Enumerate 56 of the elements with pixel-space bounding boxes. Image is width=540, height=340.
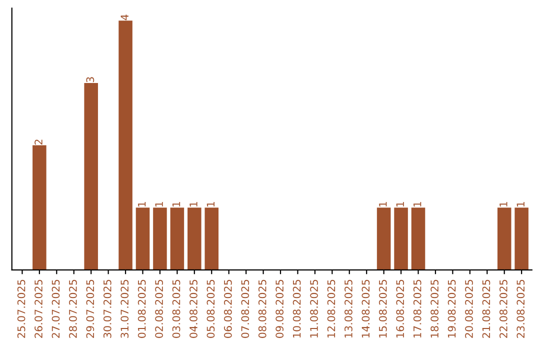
x-tick-label: 08.08.2025 bbox=[258, 280, 266, 338]
x-tick-label: 01.08.2025 bbox=[138, 280, 146, 338]
data-label: 2 bbox=[34, 140, 42, 145]
data-label: 1 bbox=[414, 202, 422, 206]
bar bbox=[32, 145, 46, 270]
x-tick-label: 22.08.2025 bbox=[499, 280, 508, 338]
data-label: 3 bbox=[86, 77, 94, 82]
data-label: 1 bbox=[138, 202, 146, 206]
x-tick-label: 21.08.2025 bbox=[482, 280, 490, 338]
x-tick-label: 10.08.2025 bbox=[292, 280, 301, 338]
x-tick-label: 27.07.2025 bbox=[52, 280, 60, 338]
data-label: 1 bbox=[379, 202, 387, 206]
bar bbox=[394, 208, 408, 270]
x-tick-label: 31.07.2025 bbox=[120, 280, 129, 338]
data-label: 1 bbox=[516, 202, 524, 206]
x-tick-label: 02.08.2025 bbox=[155, 280, 163, 338]
x-tick-label: 20.08.2025 bbox=[465, 280, 473, 338]
x-tick-label: 13.08.2025 bbox=[344, 280, 352, 338]
bar bbox=[153, 208, 167, 270]
x-tick-label: 30.07.2025 bbox=[103, 280, 112, 338]
bar bbox=[170, 208, 184, 270]
x-tick-label: 25.07.2025 bbox=[17, 280, 26, 338]
data-label: 1 bbox=[206, 202, 214, 206]
data-label: 4 bbox=[120, 14, 128, 20]
x-tick-label: 28.07.2025 bbox=[69, 280, 77, 338]
x-tick-label: 12.08.2025 bbox=[327, 280, 336, 338]
x-tick-label: 15.08.2025 bbox=[378, 280, 387, 338]
bar bbox=[136, 208, 150, 270]
x-tick-label: 04.08.2025 bbox=[190, 280, 198, 338]
bar bbox=[188, 208, 202, 270]
x-tick-label: 11.08.2025 bbox=[310, 280, 318, 338]
data-label: 1 bbox=[155, 202, 163, 206]
bar bbox=[118, 20, 132, 270]
bar bbox=[204, 208, 219, 270]
x-tick-label: 06.08.2025 bbox=[224, 280, 232, 338]
x-tick-label: 17.08.2025 bbox=[413, 280, 422, 338]
x-tick-label: 19.08.2025 bbox=[448, 280, 456, 338]
bar bbox=[411, 208, 426, 270]
bar bbox=[376, 208, 391, 270]
bar bbox=[514, 208, 528, 270]
x-tick-label: 16.08.2025 bbox=[396, 280, 404, 338]
data-label: 1 bbox=[190, 202, 198, 206]
x-tick-label: 14.08.2025 bbox=[362, 280, 370, 338]
x-tick-label: 05.08.2025 bbox=[206, 280, 215, 338]
x-tick-label: 23.08.2025 bbox=[516, 280, 525, 338]
data-label: 1 bbox=[396, 202, 404, 206]
x-tick-label: 09.08.2025 bbox=[276, 280, 284, 338]
x-tick-label: 18.08.2025 bbox=[430, 280, 438, 338]
data-label: 1 bbox=[172, 202, 180, 206]
x-tick-label: 07.08.2025 bbox=[241, 280, 250, 338]
x-tick-label: 26.07.2025 bbox=[34, 280, 42, 338]
data-label: 1 bbox=[500, 202, 508, 206]
bar bbox=[84, 82, 98, 270]
x-tick-label: 03.08.2025 bbox=[172, 280, 180, 338]
bar bbox=[497, 208, 512, 270]
x-tick-label: 29.07.2025 bbox=[86, 280, 94, 338]
